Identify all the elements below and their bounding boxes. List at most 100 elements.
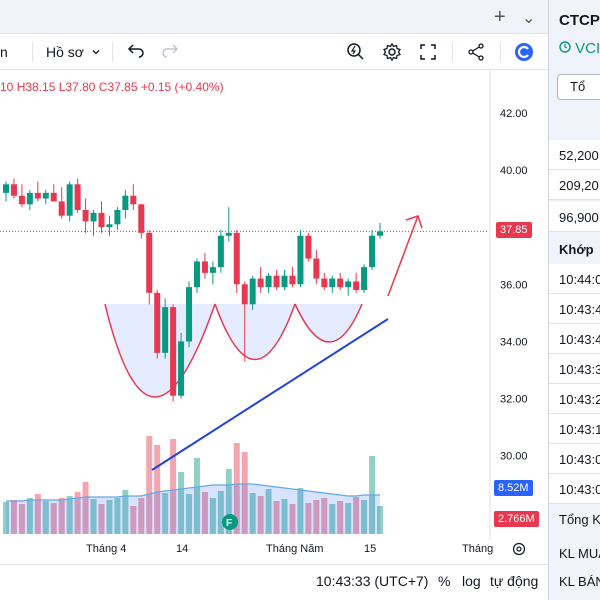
volume-bar bbox=[90, 499, 97, 534]
add-tab-button[interactable]: + bbox=[494, 6, 506, 28]
panel-footer-total: Tổng K bbox=[559, 512, 600, 527]
candle-body bbox=[122, 195, 129, 210]
percent-scale-toggle[interactable]: % bbox=[438, 573, 451, 589]
breakout-arrow-line bbox=[387, 215, 419, 297]
volume-bar bbox=[106, 500, 113, 534]
volume-bar bbox=[98, 504, 105, 534]
share-icon bbox=[468, 43, 484, 61]
volume-bar bbox=[257, 496, 264, 534]
volume-bar bbox=[146, 436, 153, 534]
candle-body bbox=[233, 232, 240, 285]
volume-bar bbox=[154, 445, 161, 534]
candle-body bbox=[273, 275, 280, 288]
ohlc-legend: 10 H38.15 L37.80 C37.85 +0.15 (+0.40%) bbox=[0, 80, 224, 94]
volume-bar bbox=[34, 494, 41, 534]
panel-row: 209,20 bbox=[549, 170, 600, 200]
candle-body bbox=[337, 278, 344, 288]
profile-label: Hồ sơ bbox=[46, 44, 84, 60]
lightning-search-icon bbox=[347, 43, 364, 60]
auto-scale-toggle[interactable]: tự động bbox=[490, 573, 539, 589]
candle-body bbox=[58, 201, 65, 216]
price-tick-label: 34.00 bbox=[500, 336, 528, 348]
volume-bar bbox=[193, 458, 200, 534]
volume-bar bbox=[265, 489, 272, 534]
volume-bar bbox=[281, 499, 288, 534]
volume-bar bbox=[10, 500, 17, 534]
candle-body bbox=[3, 184, 9, 193]
volume-bar bbox=[249, 493, 256, 534]
candle-body bbox=[82, 210, 89, 222]
trade-row: 10:44:0 bbox=[549, 264, 600, 294]
brand-logo-button[interactable] bbox=[514, 34, 534, 70]
candle-body bbox=[74, 184, 81, 210]
bottom-toolbar: 10:43:33 (UTC+7) % log tự động bbox=[0, 564, 548, 600]
clock-timezone[interactable]: 10:43:33 (UTC+7) bbox=[316, 573, 429, 589]
breakout-arrow-head bbox=[405, 215, 423, 229]
candle-body bbox=[50, 192, 57, 202]
candle-body bbox=[18, 195, 25, 205]
candle-body bbox=[313, 258, 320, 279]
toolbar-divider bbox=[32, 42, 33, 62]
share-button[interactable] bbox=[466, 34, 486, 70]
panel-title: CTCP bbox=[559, 12, 600, 29]
panel-symbol[interactable]: VCI bbox=[559, 40, 600, 57]
candle-body bbox=[130, 195, 137, 205]
panel-tab-button[interactable]: Tổ bbox=[557, 74, 600, 100]
status-icon bbox=[559, 41, 571, 53]
legend-change: +0.15 (+0.40%) bbox=[140, 80, 224, 94]
candle-body bbox=[98, 212, 105, 228]
candle-body bbox=[217, 235, 224, 268]
candle-body bbox=[42, 192, 49, 199]
axis-settings-icon[interactable] bbox=[512, 542, 526, 556]
volume-bar bbox=[18, 504, 25, 534]
toolbar-divider bbox=[500, 42, 501, 62]
undo-button[interactable] bbox=[126, 34, 146, 70]
volume-badge: 2.766M bbox=[494, 511, 539, 527]
volume-bar bbox=[377, 506, 383, 534]
panel-row: 52,200 bbox=[549, 140, 600, 170]
redo-button[interactable] bbox=[160, 34, 180, 70]
volume-bar bbox=[66, 496, 73, 534]
volume-bar bbox=[114, 498, 121, 534]
settings-button[interactable] bbox=[382, 34, 402, 70]
candle-body bbox=[10, 184, 17, 196]
quick-search-button[interactable] bbox=[346, 34, 366, 70]
time-label: 14 bbox=[176, 543, 189, 555]
undo-icon bbox=[127, 44, 144, 58]
candle-body bbox=[106, 224, 113, 228]
volume-bar bbox=[345, 503, 352, 534]
candle-body bbox=[154, 292, 161, 353]
candle-body bbox=[305, 235, 312, 259]
volume-bar bbox=[217, 491, 224, 534]
candle-body bbox=[249, 278, 256, 305]
volume-bar bbox=[3, 502, 9, 534]
candle-body bbox=[193, 261, 200, 288]
tab-strip: + ⌄ bbox=[0, 0, 548, 34]
toolbar-divider bbox=[112, 42, 113, 62]
trade-row: 10:43:0 bbox=[549, 474, 600, 504]
volume-bar bbox=[42, 501, 49, 534]
candle-body bbox=[361, 267, 368, 290]
volume-bar bbox=[130, 506, 137, 534]
trade-row: 10:43:0 bbox=[549, 444, 600, 474]
trade-row: 10:43:4 bbox=[549, 324, 600, 354]
candle-body bbox=[162, 307, 169, 353]
volume-bar bbox=[186, 494, 193, 534]
candle-body bbox=[345, 281, 352, 288]
redo-icon bbox=[162, 44, 179, 58]
volume-ma-line bbox=[6, 483, 380, 502]
fullscreen-button[interactable] bbox=[418, 34, 438, 70]
log-scale-toggle[interactable]: log bbox=[462, 573, 481, 589]
profile-menu-button[interactable]: Hồ sơ bbox=[46, 34, 102, 70]
volume-bar bbox=[74, 492, 81, 534]
time-axis[interactable]: Tháng 4 14 Tháng Năm 15 Tháng bbox=[0, 540, 548, 564]
interval-selector[interactable]: n bbox=[0, 44, 8, 60]
time-range-label[interactable]: Tháng bbox=[462, 543, 494, 555]
price-chart[interactable]: 10 H38.15 L37.80 C37.85 +0.15 (+0.40%) 4… bbox=[0, 70, 548, 540]
legend-open: 10 bbox=[0, 80, 14, 94]
time-label: Tháng Năm bbox=[266, 543, 324, 555]
tabs-menu-button[interactable]: ⌄ bbox=[522, 10, 536, 27]
volume-bar bbox=[273, 501, 280, 534]
panel-footer-buy: KL MUA bbox=[559, 546, 600, 561]
